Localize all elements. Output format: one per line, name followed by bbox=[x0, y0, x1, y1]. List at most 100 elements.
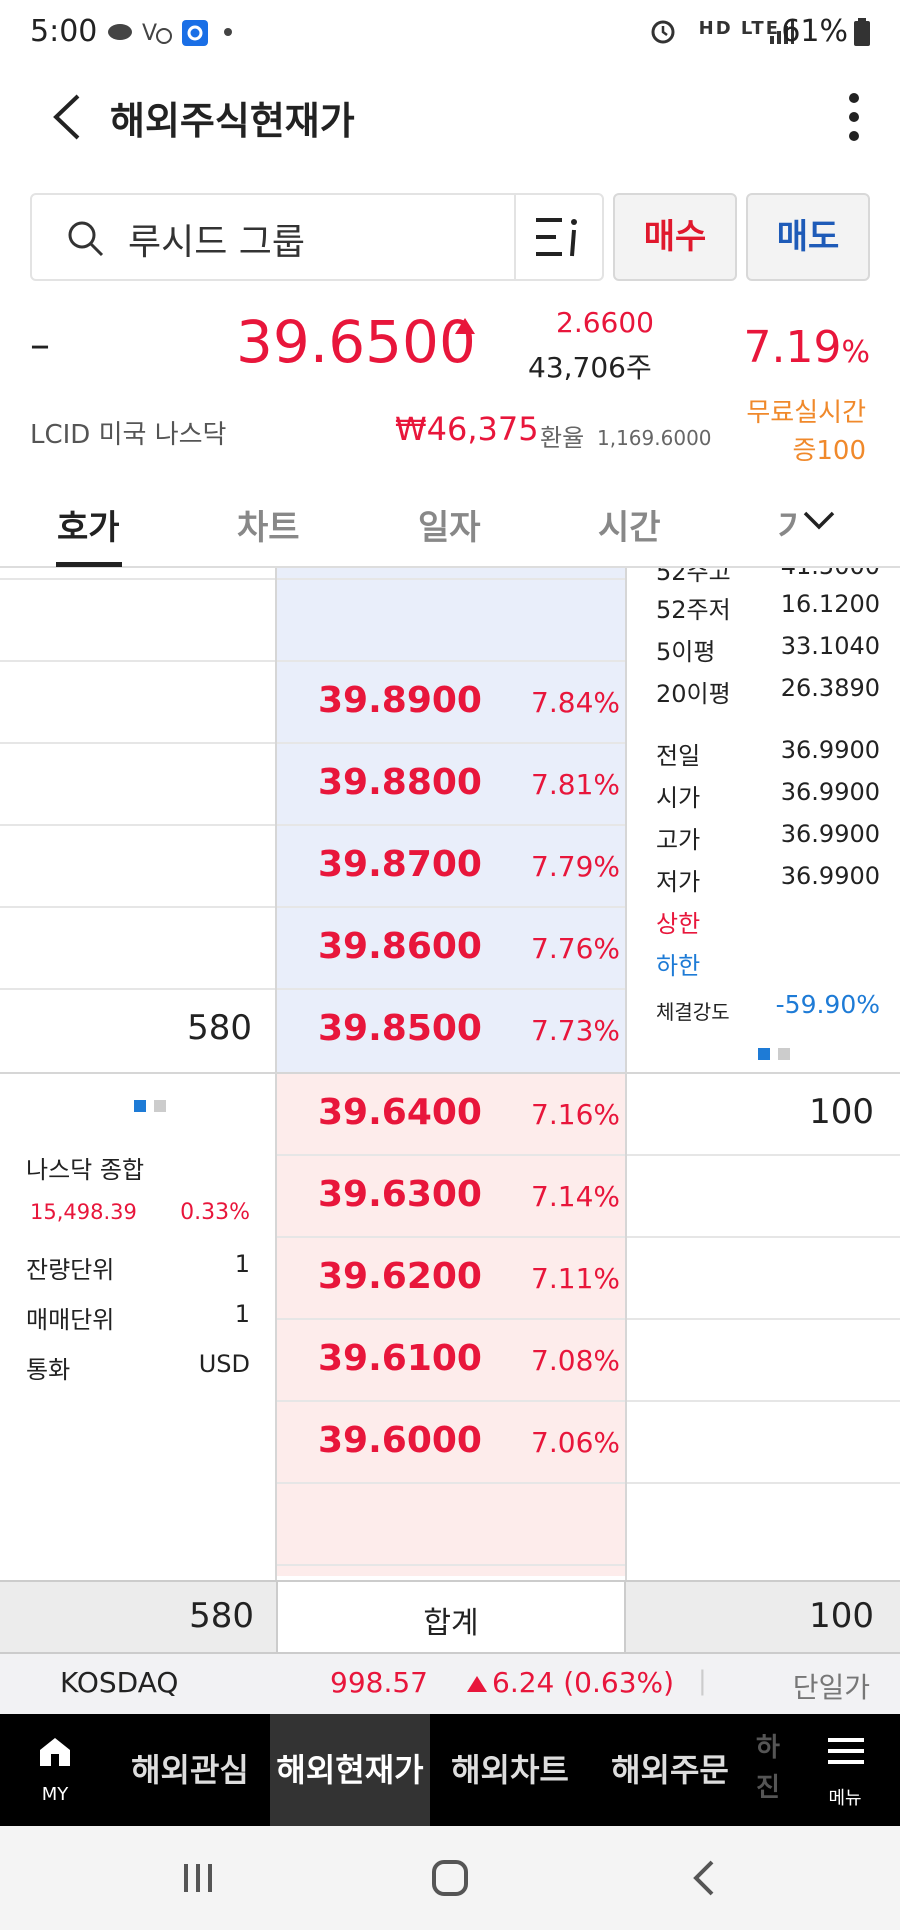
tab-bar: 호가 차트 일자 시간 가 bbox=[0, 480, 900, 568]
page-dot[interactable] bbox=[778, 1048, 790, 1060]
chevron-down-icon bbox=[803, 511, 835, 530]
nav-overseas-order[interactable]: 해외주문 bbox=[611, 1751, 729, 1789]
more-menu-button[interactable] bbox=[848, 92, 860, 142]
hamburger-menu-icon bbox=[828, 1738, 864, 1764]
active-tab-indicator bbox=[56, 562, 122, 567]
bid-percent: 7.06% bbox=[531, 1426, 620, 1459]
ask-price-zone bbox=[276, 568, 626, 1072]
stock-info-button[interactable] bbox=[514, 195, 602, 279]
info-value: 16.1200 bbox=[780, 590, 880, 618]
info-label: 고가 bbox=[656, 826, 701, 854]
signal-icon bbox=[770, 20, 794, 48]
ask-price: 39.8900 bbox=[318, 680, 482, 721]
strength-value: -59.90% bbox=[775, 990, 880, 1019]
free-realtime-link[interactable]: 무료실시간 증100 bbox=[746, 394, 866, 470]
ask-price: 39.8700 bbox=[318, 844, 482, 885]
tabs-expand-button[interactable] bbox=[802, 508, 836, 536]
ask-percent: 7.73% bbox=[531, 1014, 620, 1047]
notification-icons: V bbox=[106, 16, 256, 54]
info-label: 20이평 bbox=[656, 680, 731, 708]
sell-button[interactable]: 매도 bbox=[746, 193, 870, 281]
total-label: 합계 bbox=[423, 1606, 479, 1641]
status-bar: 5:00 V HD LTE 61% bbox=[0, 0, 900, 66]
ask-price: 39.8600 bbox=[318, 926, 482, 967]
stock-search-box[interactable]: 루시드 그룹 bbox=[30, 193, 604, 281]
nav-partial-item[interactable]: 하 진 bbox=[756, 1728, 786, 1812]
network-status: HD LTE bbox=[698, 18, 780, 39]
info-value: 26.3890 bbox=[780, 674, 880, 702]
info-value: 1 bbox=[234, 1250, 250, 1278]
stock-info-cut-row: 52주고 41.5000 bbox=[626, 568, 900, 590]
nav-partial-line1: 하 bbox=[756, 1733, 780, 1763]
page-dot-active[interactable] bbox=[134, 1100, 146, 1112]
bid-price: 39.6000 bbox=[318, 1420, 482, 1461]
info-value: 1 bbox=[234, 1300, 250, 1328]
bid-price: 39.6100 bbox=[318, 1338, 482, 1379]
market-value: 998.57 bbox=[330, 1666, 428, 1699]
tab-time[interactable]: 시간 bbox=[598, 508, 661, 548]
market-ticker[interactable]: KOSDAQ 998.57 6.24 (0.63%) | 단일가 bbox=[0, 1654, 900, 1714]
info-value: 36.9900 bbox=[780, 862, 880, 890]
battery-icon bbox=[854, 17, 870, 46]
page-dot[interactable] bbox=[154, 1100, 166, 1112]
search-icon bbox=[66, 219, 106, 259]
nav-menu-label: 메뉴 bbox=[828, 1788, 862, 1809]
ask-total-cell: 580 bbox=[0, 1582, 276, 1652]
nav-menu[interactable]: 메뉴 bbox=[800, 1714, 900, 1826]
ask-price: 39.8800 bbox=[318, 762, 482, 803]
system-nav-bar bbox=[0, 1826, 900, 1930]
recent-apps-icon[interactable] bbox=[180, 1860, 216, 1896]
ticker-separator: | bbox=[698, 1666, 707, 1696]
back-button[interactable] bbox=[50, 92, 94, 152]
index-value: 15,498.39 bbox=[30, 1200, 137, 1224]
strength-label: 체결강도 bbox=[656, 1000, 730, 1024]
ask-percent: 7.79% bbox=[531, 850, 620, 883]
single-price-button[interactable]: 단일가 bbox=[792, 1671, 870, 1704]
tab-daily[interactable]: 일자 bbox=[418, 508, 481, 548]
current-price: 39.6500 bbox=[236, 308, 476, 376]
free-realtime-line1: 무료실시간 bbox=[746, 398, 866, 428]
info-label: 52주저 bbox=[656, 596, 731, 624]
more-vertical-icon bbox=[849, 93, 859, 141]
bottom-nav: MY 해외관심 해외현재가 해외차트 해외주문 하 진 메뉴 bbox=[0, 1714, 900, 1826]
up-arrow-icon bbox=[455, 318, 475, 334]
bid-total-cell: 100 bbox=[626, 1582, 900, 1652]
stock-name: 루시드 그룹 bbox=[128, 222, 306, 263]
nav-overseas-chart[interactable]: 해외차트 bbox=[451, 1751, 569, 1789]
bid-price-zone bbox=[276, 1072, 626, 1576]
info-value: 36.9900 bbox=[780, 778, 880, 806]
nav-partial-line2: 진 bbox=[756, 1773, 780, 1803]
info-label: 매매단위 bbox=[26, 1306, 115, 1334]
page-dot-active[interactable] bbox=[758, 1048, 770, 1060]
upper-limit-label: 상한 bbox=[656, 910, 701, 938]
list-info-icon bbox=[536, 218, 577, 257]
info-label: 52주고 bbox=[656, 568, 731, 586]
bid-percent: 7.14% bbox=[531, 1180, 620, 1213]
tab-partial[interactable]: 가 bbox=[778, 500, 798, 544]
nav-overseas-quote[interactable]: 해외현재가 bbox=[270, 1714, 430, 1826]
tab-orderbook[interactable]: 호가 bbox=[57, 508, 120, 548]
home-circle-icon[interactable] bbox=[430, 1858, 470, 1898]
chevron-left-icon bbox=[53, 94, 80, 140]
nav-overseas-watchlist[interactable]: 해외관심 bbox=[131, 1751, 249, 1789]
krw-price: ₩46,375 bbox=[395, 410, 539, 448]
totals-row: 580 합계 100 bbox=[0, 1580, 900, 1654]
change-percent-value: 7.19 bbox=[743, 322, 842, 373]
app-header: 해외주식현재가 bbox=[0, 66, 900, 186]
nav-home[interactable]: MY bbox=[0, 1714, 110, 1826]
ask-price: 39.8500 bbox=[318, 1008, 482, 1049]
bid-price: 39.6300 bbox=[318, 1174, 482, 1215]
fx-value: 1,169.6000 bbox=[597, 426, 712, 450]
system-back-icon[interactable] bbox=[690, 1858, 720, 1898]
tab-chart[interactable]: 차트 bbox=[237, 508, 300, 548]
buy-button[interactable]: 매수 bbox=[613, 193, 737, 281]
info-label: 5이평 bbox=[656, 638, 716, 666]
info-label: 전일 bbox=[656, 742, 701, 770]
bid-price: 39.6400 bbox=[318, 1092, 482, 1133]
percent-sign: % bbox=[841, 335, 870, 370]
info-label: 시가 bbox=[656, 784, 701, 812]
up-arrow-icon bbox=[467, 1676, 487, 1692]
fx-label: 환율 bbox=[540, 424, 585, 452]
info-value: 41.5000 bbox=[781, 568, 880, 580]
status-time: 5:00 bbox=[30, 14, 98, 49]
